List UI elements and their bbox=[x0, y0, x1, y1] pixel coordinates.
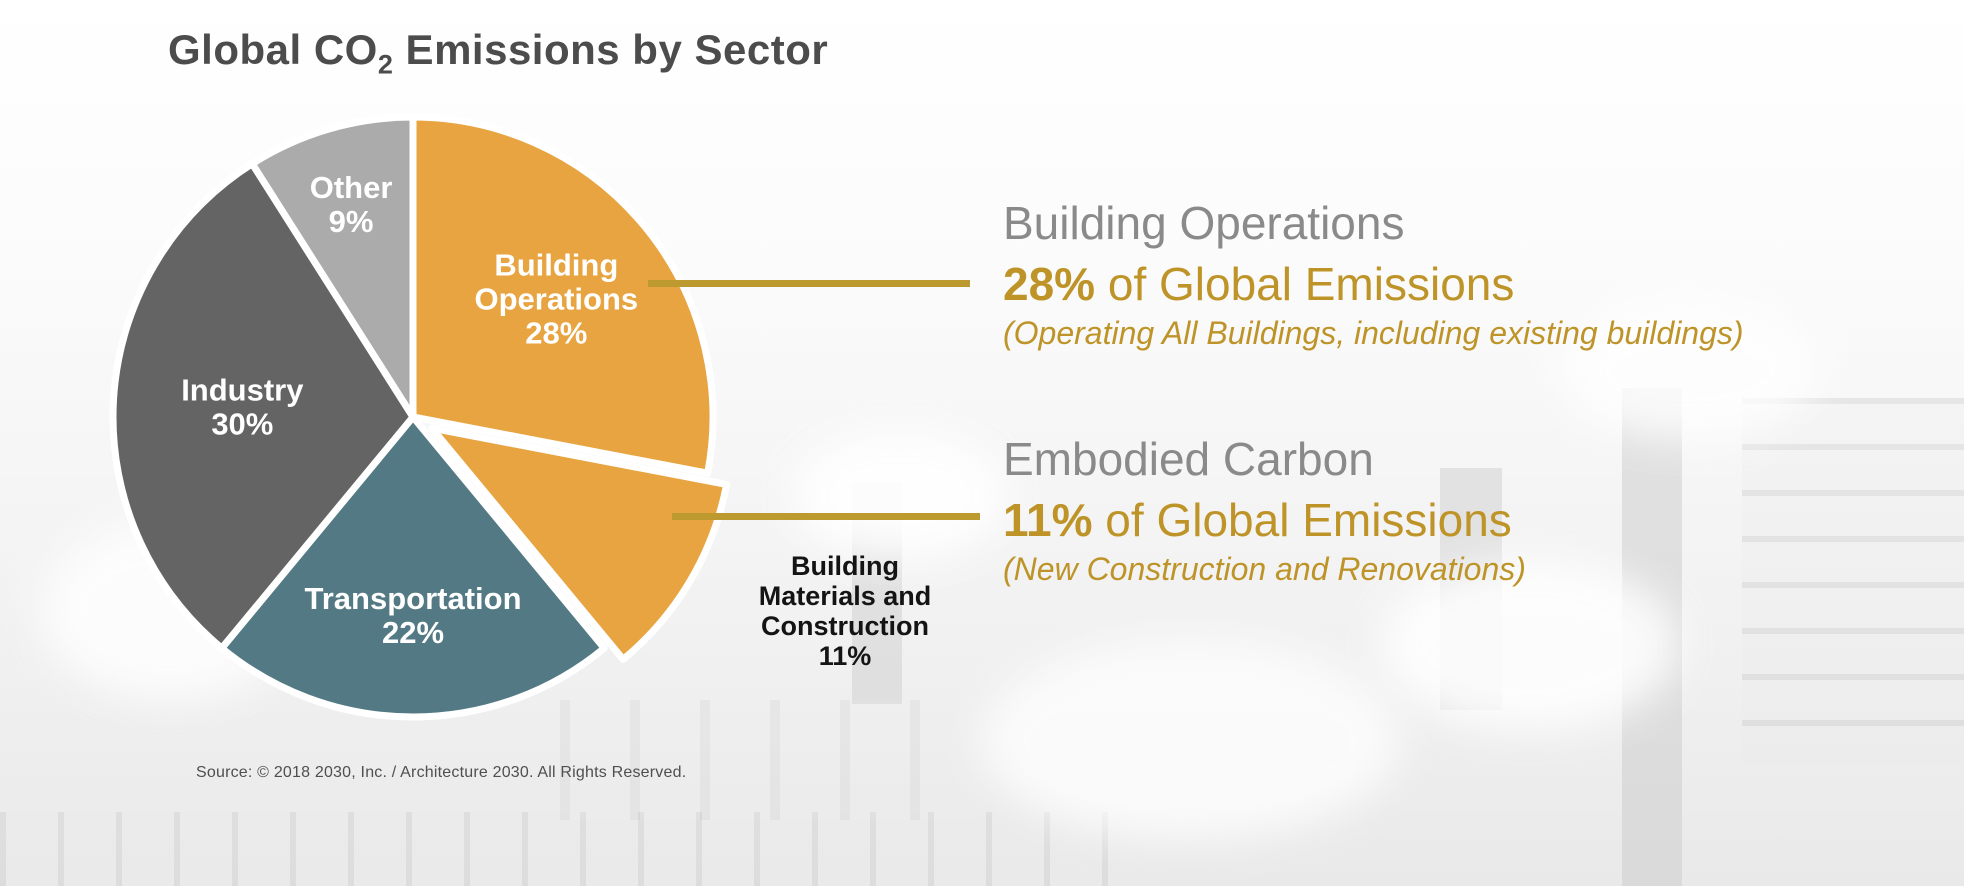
source-attribution: Source: © 2018 2030, Inc. / Architecture… bbox=[196, 764, 687, 781]
annotation-embodied-carbon: Embodied Carbon 11% of Global Emissions … bbox=[1003, 433, 1526, 588]
background-smoke bbox=[790, 430, 1010, 560]
annotation-heading: Embodied Carbon bbox=[1003, 433, 1374, 485]
pie-slice-transportation bbox=[218, 413, 608, 721]
background-building bbox=[1742, 398, 1964, 766]
background-smoke bbox=[1380, 560, 1680, 730]
pie-slice-label: Transportation 22% bbox=[304, 581, 521, 650]
annotation-stat: 28% of Global Emissions bbox=[1003, 257, 1744, 311]
annotation-stat-rest: of Global Emissions bbox=[1095, 257, 1515, 310]
slice-label-line: 11% bbox=[818, 641, 872, 671]
callout-line-embodied-carbon bbox=[672, 513, 980, 520]
annotation-stat: 11% of Global Emissions bbox=[1003, 493, 1526, 547]
pie-slice-industry bbox=[109, 160, 417, 652]
annotation-building-operations: Building Operations 28% of Global Emissi… bbox=[1003, 197, 1744, 352]
background-smoke bbox=[980, 640, 1400, 840]
slice-label-building-materials: Building Materials and Construction 11% bbox=[759, 551, 932, 671]
pie-slice-label: Other 9% bbox=[310, 170, 393, 239]
annotation-note: (Operating All Buildings, including exis… bbox=[1003, 315, 1744, 352]
annotation-heading: Building Operations bbox=[1003, 197, 1405, 249]
slice-label-line: Construction bbox=[761, 611, 929, 641]
page-title-suffix: Emissions by Sector bbox=[393, 26, 829, 73]
background-smoke bbox=[1560, 300, 1820, 440]
callout-line-building-operations bbox=[648, 280, 970, 287]
background-industrial-strip bbox=[560, 700, 980, 820]
pie-slice-other bbox=[248, 113, 417, 421]
annotation-note: (New Construction and Renovations) bbox=[1003, 551, 1526, 588]
annotation-stat-percent: 28% bbox=[1003, 257, 1096, 310]
slice-label-line: Materials and bbox=[758, 581, 932, 611]
page-title: Global CO2 Emissions by Sector bbox=[168, 26, 829, 78]
background-industrial-strip bbox=[0, 812, 1160, 886]
annotation-stat-rest: of Global Emissions bbox=[1092, 493, 1512, 546]
slice-label-line: Building bbox=[791, 551, 899, 581]
page-title-subscript: 2 bbox=[377, 49, 394, 80]
pie-slice-label: Building Operations 28% bbox=[474, 247, 638, 350]
pie-slice-building-operations bbox=[409, 113, 717, 477]
pie-slice-building-materials-and-construction bbox=[428, 424, 731, 663]
annotation-stat-percent: 11% bbox=[1003, 493, 1093, 546]
pie-slice-label: Industry 30% bbox=[181, 372, 304, 441]
page-title-prefix: Global CO bbox=[168, 26, 378, 73]
